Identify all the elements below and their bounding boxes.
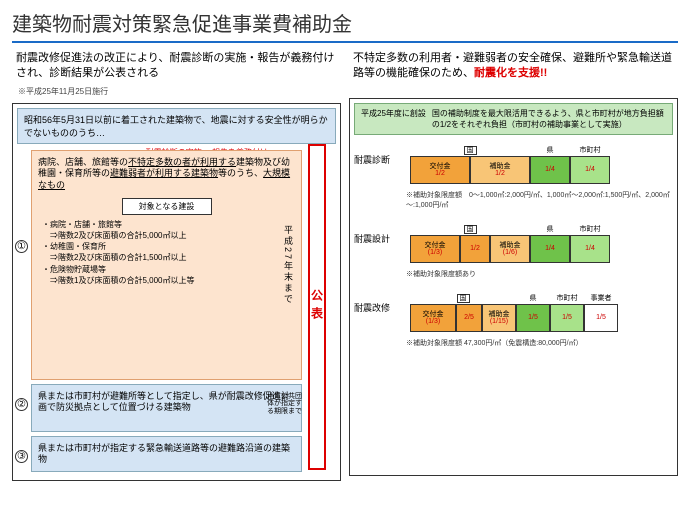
- bluebar-top: 昭和56年5月31日以前に着工された建築物で、地震に対する安全性が明らかでないも…: [17, 108, 336, 144]
- seg: 補助金(1/6): [490, 235, 530, 263]
- seg: 1/2: [460, 235, 490, 263]
- target-box: 対象となる建設: [122, 198, 212, 215]
- bluebox-3: 県または市町村が指定する緊急輸送道路等の避難路沿道の建築物: [31, 436, 302, 472]
- page-title: 建築物耐震対策緊急促進事業費補助金: [12, 8, 678, 43]
- bar-note: ※補助対象限度額 47,300円/㎡（免震構造:80,000円/㎡）: [354, 338, 673, 348]
- bar-note: ※補助対象限度額あり: [354, 269, 673, 279]
- seg: 補助金(1/15): [482, 304, 516, 332]
- bluebox-2: 県または市町村が避難所等として指定し、県が耐震改修促進計画で防災拠点として位置づ…: [31, 384, 302, 432]
- green-left: 平成25年度に創設: [361, 108, 426, 130]
- bullets: ・病院・店舗・旅館等 ⇒階数2及び床面積の合計5,000㎡以上 ・幼稚園・保育所…: [38, 219, 295, 286]
- greenbar: 平成25年度に創設 国の補助制度を最大限活用できるよう、県と市町村が地方負担額の…: [354, 103, 673, 135]
- left-intro: 耐震改修促進法の改正により、耐震診断の実施・報告が義務付けされ、診断結果が公表さ…: [12, 49, 341, 84]
- row-label: 耐震診断: [354, 145, 404, 166]
- seg: 交付金1/2: [410, 156, 470, 184]
- seg: 交付金(1/3): [410, 235, 460, 263]
- bars: 国県市町村事業者交付金(1/3)2/5補助金(1/15)1/51/51/5: [410, 293, 673, 332]
- peach-box: 病院、店舗、旅館等の不特定多数の者が利用する建築物及び幼稚園・保育所等の避難弱者…: [31, 150, 302, 380]
- bars: 国県市町村交付金(1/3)1/2補助金(1/6)1/41/4: [410, 224, 673, 263]
- seg: 1/5: [550, 304, 584, 332]
- seg: 2/5: [456, 304, 482, 332]
- left-note: ※平成25年11月25日施行: [12, 86, 341, 97]
- publish-box: 公表: [308, 144, 326, 470]
- seg: 1/4: [570, 235, 610, 263]
- row-r2: 耐震設計国県市町村交付金(1/3)1/2補助金(1/6)1/41/4: [354, 224, 673, 263]
- bars: 国県市町村交付金1/2補助金1/21/41/4: [410, 145, 673, 184]
- right-column: 不特定多数の利用者・避難弱者の安全確保、避難所や緊急輸送道路等の機能確保のため、…: [349, 49, 678, 481]
- left-box: 昭和56年5月31日以前に着工された建築物で、地震に対する安全性が明らかでないも…: [12, 103, 341, 481]
- row-label: 耐震改修: [354, 293, 404, 314]
- num-1: ①: [15, 240, 28, 253]
- left-column: 耐震改修促進法の改正により、耐震診断の実施・報告が義務付けされ、診断結果が公表さ…: [12, 49, 341, 481]
- deadline: 平成27年末まで: [282, 225, 295, 305]
- row-r1: 耐震診断国県市町村交付金1/2補助金1/21/41/4: [354, 145, 673, 184]
- num-3: ③: [15, 450, 28, 463]
- seg: 交付金(1/3): [410, 304, 456, 332]
- peach-head: 病院、店舗、旅館等の不特定多数の者が利用する建築物及び幼稚園・保育所等の避難弱者…: [38, 157, 295, 192]
- num-2: ②: [15, 398, 28, 411]
- seg: 1/4: [570, 156, 610, 184]
- green-right: 国の補助制度を最大限活用できるよう、県と市町村が地方負担額の1/2をそれぞれ負担…: [432, 108, 666, 130]
- seg: 1/4: [530, 235, 570, 263]
- seg: 1/4: [530, 156, 570, 184]
- seg: 1/5: [516, 304, 550, 332]
- bar-note: ※補助対象限度額 0～1,000㎡:2,000円/㎡、1,000㎡～2,000㎡…: [354, 190, 673, 210]
- right-box: 平成25年度に創設 国の補助制度を最大限活用できるよう、県と市町村が地方負担額の…: [349, 98, 678, 476]
- seg: 補助金1/2: [470, 156, 530, 184]
- publish-label: 公表: [309, 289, 326, 325]
- right-intro: 不特定多数の利用者・避難弱者の安全確保、避難所や緊急輸送道路等の機能確保のため、…: [349, 49, 678, 84]
- side-note: 地方公共団体が指定する期限まで: [267, 393, 303, 416]
- row-label: 耐震設計: [354, 224, 404, 245]
- seg: 1/5: [584, 304, 618, 332]
- row-r3: 耐震改修国県市町村事業者交付金(1/3)2/5補助金(1/15)1/51/51/…: [354, 293, 673, 332]
